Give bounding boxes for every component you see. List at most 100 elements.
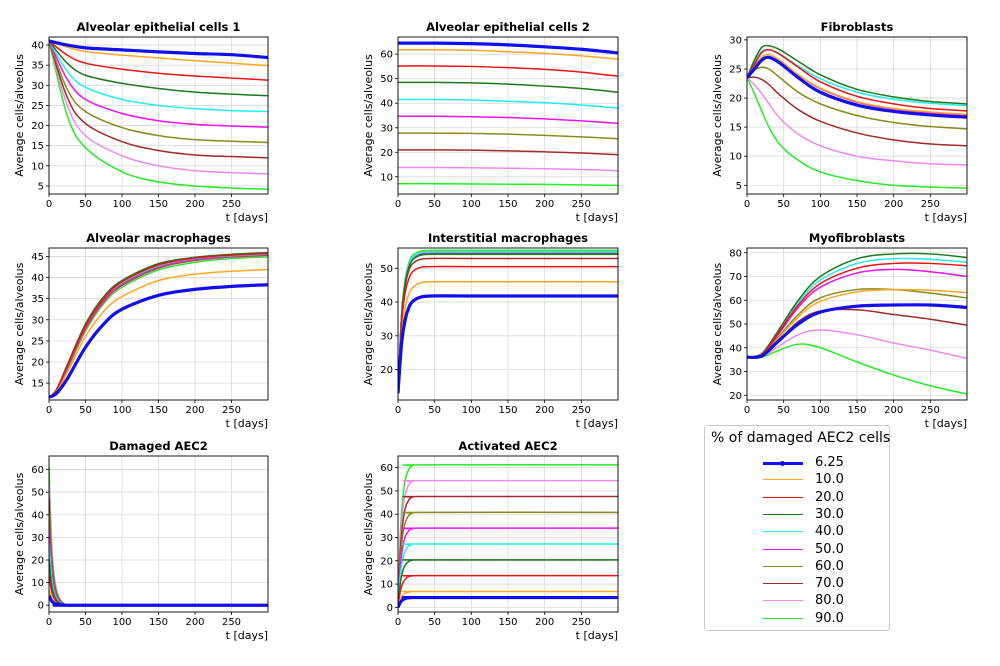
y-tick-label: 40 [380,298,393,309]
legend-item: 6.25 [705,454,889,471]
series-line [747,48,967,107]
x-tick-label: 100 [811,199,830,210]
legend-swatch [763,461,803,466]
y-tick-label: 30 [729,35,742,46]
series-line [747,55,967,119]
y-tick-label: 20 [31,358,44,369]
x-tick-label: 150 [847,199,866,210]
x-tick-label: 100 [112,405,131,416]
series-line [398,574,618,608]
y-tick-label: 0 [38,601,44,612]
x-tick-label: 50 [428,199,441,210]
series-line [747,77,967,166]
series-line [49,252,268,398]
x-axis-label: t [days] [226,629,268,642]
chart-title: Alveolar macrophages [86,231,231,245]
x-tick-label: 250 [572,405,591,416]
x-tick-label: 200 [535,405,554,416]
y-tick-label: 35 [31,294,44,305]
y-axis-label: Average cells/alveolus [711,262,724,385]
legend-swatch [763,565,803,567]
series-line [49,40,268,67]
y-tick-label: 20 [380,556,393,567]
x-tick-label: 50 [428,405,441,416]
y-tick-label: 40 [380,510,393,521]
series-line [398,182,618,187]
legend-item: 80.0 [705,592,889,609]
chart-title: Activated AEC2 [458,439,557,453]
y-tick-label: 10 [31,161,44,172]
chart-panel: 0 50 100 150 200 250 0 10 20 30 40 50 60 Activated AE… [362,439,619,642]
x-tick-label: 150 [498,617,517,628]
x-tick-label: 250 [921,405,940,416]
series-line [49,40,268,128]
chart-title: Fibroblasts [821,20,894,34]
y-tick-label: 50 [729,320,742,331]
series-line [398,595,618,609]
legend-marker [780,461,785,466]
x-tick-label: 150 [498,405,517,416]
series-line [398,65,618,77]
x-tick-label: 250 [222,199,241,210]
x-tick-label: 150 [498,199,517,210]
y-tick-label: 30 [380,331,393,342]
series-line [398,48,618,60]
y-tick-label: 10 [729,152,742,163]
series-line [49,283,268,399]
chart-panel: 0 50 100 150 200 250 0 10 20 30 40 50 60 Damaged AEC2… [13,439,269,642]
y-tick-label: 60 [380,463,393,474]
legend-label: 90.0 [815,610,844,626]
series-line [398,559,618,608]
x-tick-label: 100 [462,617,481,628]
series-line [747,48,967,112]
y-tick-label: 20 [31,121,44,132]
chart-title: Damaged AEC2 [109,439,208,453]
x-tick-label: 200 [884,199,903,210]
x-tick-label: 0 [395,405,401,416]
y-tick-label: 50 [31,488,44,499]
legend-item: 50.0 [705,541,889,558]
series-line [747,303,967,360]
series-line [398,166,618,172]
series-line [49,268,268,398]
series-line [398,495,618,608]
legend-label: 70.0 [815,576,844,592]
series-line [398,132,618,140]
series-line [49,40,268,97]
y-tick-label: 20 [380,365,393,376]
y-tick-label: 45 [31,252,44,263]
y-tick-label: 70 [729,272,742,283]
series-line [398,294,618,394]
x-tick-label: 0 [744,405,750,416]
series-line [747,343,967,395]
legend-swatch [763,513,803,515]
series-line [398,149,618,156]
y-tick-label: 60 [729,296,742,307]
y-tick-label: 30 [380,123,393,134]
x-tick-label: 0 [744,199,750,210]
y-tick-label: 20 [729,391,742,402]
y-tick-label: 30 [380,533,393,544]
chart-title: Alveolar epithelial cells 2 [426,20,590,34]
y-tick-label: 40 [729,343,742,354]
series-line [398,280,618,394]
legend-box: % of damaged AEC2 cells 6.25 10.0 20.0 30.0… [704,425,890,631]
x-tick-label: 200 [185,617,204,628]
x-tick-label: 0 [46,199,52,210]
y-axis-label: Average cells/alveolus [362,472,375,595]
x-tick-label: 250 [921,199,940,210]
x-tick-label: 200 [185,199,204,210]
series-line [747,53,967,116]
x-tick-label: 200 [884,405,903,416]
legend-label: 20.0 [815,489,844,505]
chart-title: Interstitial macrophages [428,231,588,245]
y-tick-label: 40 [31,510,44,521]
legend-label: 40.0 [815,524,844,540]
x-tick-label: 200 [535,617,554,628]
series-line [398,511,618,608]
legend-item: 60.0 [705,558,889,575]
legend-item: 70.0 [705,575,889,592]
chart-panel: 0 50 100 150 200 250 20 30 40 50 60 70 80 Myofibrobla… [711,231,968,430]
legend-swatch [763,496,803,498]
y-tick-label: 80 [729,248,742,259]
